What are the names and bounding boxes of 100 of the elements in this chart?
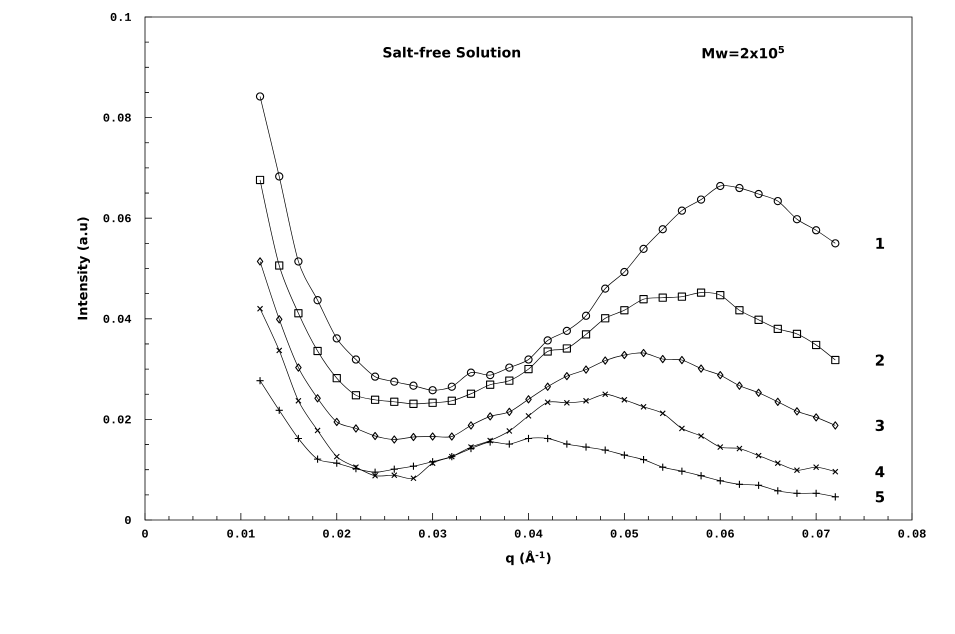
point <box>256 306 264 312</box>
point <box>428 398 437 407</box>
x-tick-label: 0 <box>142 529 148 538</box>
point <box>429 432 436 441</box>
point <box>448 396 456 405</box>
point <box>717 370 724 380</box>
point <box>466 368 476 377</box>
text: 4 <box>875 466 884 478</box>
point <box>466 390 476 398</box>
point <box>620 306 629 314</box>
point <box>774 460 781 466</box>
point <box>448 382 456 391</box>
point <box>774 196 782 206</box>
point <box>487 437 494 444</box>
point <box>620 268 629 276</box>
point <box>812 413 820 422</box>
point <box>275 172 284 181</box>
x-tick-label: 0.08 <box>898 529 926 538</box>
point <box>544 382 551 391</box>
point <box>562 344 571 353</box>
point <box>794 467 800 474</box>
point <box>410 432 417 442</box>
point <box>352 355 360 364</box>
point <box>486 370 494 380</box>
point <box>659 354 666 364</box>
point <box>314 427 321 434</box>
point <box>525 395 532 404</box>
point <box>313 346 322 356</box>
point <box>313 296 322 304</box>
point <box>332 334 341 343</box>
point <box>256 92 264 101</box>
point <box>370 396 380 404</box>
point <box>754 190 763 198</box>
point <box>468 421 474 430</box>
point <box>352 424 360 433</box>
x-tick-label: 0.01 <box>227 529 255 538</box>
point <box>276 315 282 324</box>
point <box>794 407 800 416</box>
point <box>717 444 724 450</box>
point <box>831 239 840 248</box>
y-tick-label: 0.02 <box>104 415 131 424</box>
text: Salt-free Solution <box>383 46 520 58</box>
text: 2 <box>876 354 884 366</box>
point <box>831 356 840 364</box>
point <box>735 306 744 314</box>
point <box>658 294 667 302</box>
point <box>602 356 608 365</box>
point <box>334 454 340 460</box>
x-tick-label: 0.02 <box>323 529 350 538</box>
x-tick-label: 0.04 <box>514 529 542 538</box>
point <box>660 410 666 416</box>
point <box>640 348 647 358</box>
point <box>582 365 590 374</box>
point <box>409 382 418 390</box>
point <box>409 400 418 408</box>
y-tick-label: 0.1 <box>110 12 132 22</box>
point <box>832 421 839 430</box>
point <box>774 324 782 333</box>
point <box>698 364 704 373</box>
y-tick-label: 0.04 <box>104 314 132 323</box>
point <box>430 460 436 466</box>
x-tick-label: 0.07 <box>802 529 830 538</box>
point <box>332 374 341 382</box>
point <box>756 452 762 459</box>
point <box>506 408 513 416</box>
point <box>601 284 610 293</box>
y-axis-title: Intensity (a.u) <box>77 217 90 320</box>
y-tick-label: 0 <box>125 516 131 524</box>
point <box>621 396 628 403</box>
point <box>735 184 744 192</box>
point <box>678 206 686 215</box>
point <box>524 364 533 374</box>
point <box>295 363 302 372</box>
point <box>352 391 360 400</box>
x-tick-label: 0.05 <box>610 529 638 538</box>
text: 1 <box>876 238 884 249</box>
point <box>813 464 820 470</box>
point <box>582 398 590 404</box>
point <box>602 391 608 398</box>
point <box>352 464 360 470</box>
point <box>524 355 533 364</box>
point <box>774 398 782 406</box>
point <box>544 336 552 345</box>
point <box>755 388 762 397</box>
point <box>678 292 686 301</box>
point <box>564 400 570 406</box>
point <box>294 309 303 318</box>
point <box>698 432 704 440</box>
x-tick-label: 0.03 <box>418 529 446 538</box>
point <box>582 312 590 320</box>
point <box>639 244 648 254</box>
point <box>468 444 474 450</box>
point <box>256 257 264 266</box>
point <box>696 195 706 204</box>
annotation: Mw=2x10$^{5}$ <box>702 46 784 58</box>
point <box>812 340 820 350</box>
x-axis-title: q (Å$^{-1}$) <box>506 550 551 566</box>
x-tick-label: 0.06 <box>706 529 734 538</box>
point <box>678 425 685 432</box>
point <box>736 445 743 452</box>
